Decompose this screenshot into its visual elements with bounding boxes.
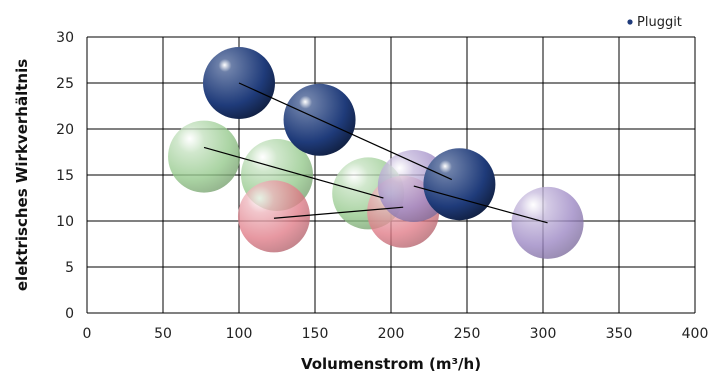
y-tick-label: 20: [56, 122, 74, 138]
x-tick-label: 50: [154, 326, 172, 342]
trend-line: [238, 82, 453, 181]
legend: Pluggit: [627, 15, 682, 30]
tick-labels: 0 50 100 150 200 250 300 350 400 0 5 10 15 20 25 30: [56, 30, 708, 342]
bubble-point: [237, 180, 310, 253]
x-tick-label: 350: [606, 326, 633, 342]
y-tick-label: 15: [56, 168, 74, 184]
bubble-point: [423, 148, 496, 221]
x-tick-label: 300: [530, 326, 557, 342]
x-tick-label: 0: [83, 326, 92, 342]
x-tick-label: 250: [454, 326, 481, 342]
x-tick-label: 200: [378, 326, 405, 342]
legend-marker: [627, 19, 633, 25]
trend-line: [273, 206, 404, 219]
trend-line: [413, 185, 548, 224]
trend-line: [203, 146, 384, 199]
x-axis-title: Volumenstrom (m³/h): [301, 355, 481, 373]
x-tick-label: 100: [226, 326, 253, 342]
bubble-point: [168, 120, 241, 193]
legend-label: Pluggit: [637, 15, 682, 30]
x-tick-label: 150: [302, 326, 329, 342]
x-tick-label: 400: [682, 326, 709, 342]
y-tick-label: 0: [65, 306, 74, 322]
y-axis-title: elektrisches Wirkverhältnis: [13, 59, 31, 291]
bubbles: [168, 47, 584, 259]
trend-lines: [203, 82, 548, 224]
y-tick-label: 30: [56, 30, 74, 46]
y-tick-label: 5: [65, 260, 74, 276]
y-tick-label: 10: [56, 214, 74, 230]
y-tick-label: 25: [56, 76, 74, 92]
